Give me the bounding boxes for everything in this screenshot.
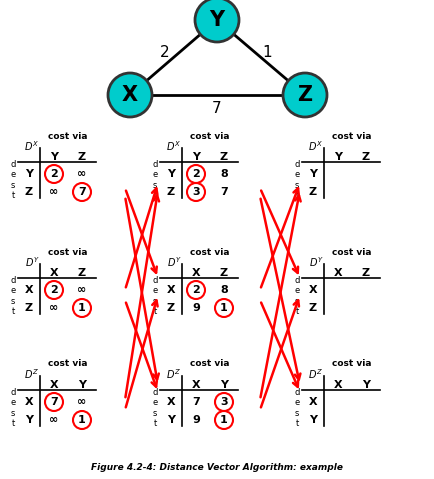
Text: Z: Z — [361, 268, 369, 278]
Text: Y: Y — [308, 169, 316, 179]
Text: ∞: ∞ — [77, 169, 86, 179]
Text: Y: Y — [25, 415, 33, 425]
Text: Y: Y — [167, 415, 174, 425]
Text: $D^{X}$: $D^{X}$ — [166, 139, 181, 153]
Text: 2: 2 — [160, 45, 169, 59]
Text: X: X — [25, 397, 33, 407]
Text: X: X — [49, 380, 58, 390]
Text: Y: Y — [50, 152, 58, 162]
Text: $D^{Y}$: $D^{Y}$ — [166, 255, 181, 269]
Circle shape — [283, 73, 326, 117]
Text: Z: Z — [25, 187, 33, 197]
Text: Z: Z — [220, 268, 227, 278]
Text: ∞: ∞ — [77, 397, 86, 407]
Text: ∞: ∞ — [49, 187, 59, 197]
Text: cost via: cost via — [48, 360, 88, 368]
Text: d
e
s
t: d e s t — [152, 276, 157, 316]
Text: Y: Y — [308, 415, 316, 425]
Text: cost via: cost via — [190, 360, 229, 368]
Text: $D^{Y}$: $D^{Y}$ — [25, 255, 39, 269]
Text: 1: 1 — [220, 303, 227, 313]
Text: cost via: cost via — [48, 132, 88, 140]
Text: Z: Z — [167, 303, 174, 313]
Text: X: X — [166, 285, 175, 295]
Text: 2: 2 — [192, 169, 199, 179]
Text: 3: 3 — [192, 187, 199, 197]
Text: X: X — [25, 285, 33, 295]
Text: Z: Z — [297, 85, 312, 105]
Text: 9: 9 — [192, 303, 200, 313]
Text: $D^{X}$: $D^{X}$ — [308, 139, 323, 153]
Text: $D^{Z}$: $D^{Z}$ — [166, 367, 181, 381]
Text: 9: 9 — [192, 415, 200, 425]
Text: 7: 7 — [78, 187, 85, 197]
Circle shape — [108, 73, 151, 117]
Text: cost via: cost via — [332, 248, 371, 256]
Text: d
e
s
t: d e s t — [10, 160, 16, 200]
Text: 3: 3 — [220, 397, 227, 407]
Text: X: X — [166, 397, 175, 407]
Text: X: X — [191, 268, 200, 278]
Text: X: X — [333, 380, 342, 390]
Text: d
e
s
t: d e s t — [10, 388, 16, 428]
Text: Z: Z — [308, 187, 316, 197]
Text: cost via: cost via — [48, 248, 88, 256]
Text: Y: Y — [209, 10, 224, 30]
Text: d
e
s
t: d e s t — [294, 388, 299, 428]
Text: Y: Y — [191, 152, 200, 162]
Circle shape — [194, 0, 238, 42]
Text: Y: Y — [25, 169, 33, 179]
Text: 1: 1 — [78, 303, 85, 313]
Text: ∞: ∞ — [49, 303, 59, 313]
Text: X: X — [308, 397, 316, 407]
Text: 2: 2 — [50, 169, 58, 179]
Text: 1: 1 — [262, 45, 271, 59]
Text: d
e
s
t: d e s t — [10, 276, 16, 316]
Text: 8: 8 — [220, 169, 227, 179]
Text: $D^{X}$: $D^{X}$ — [24, 139, 39, 153]
Text: Z: Z — [78, 268, 86, 278]
Text: 7: 7 — [50, 397, 58, 407]
Text: d
e
s
t: d e s t — [294, 160, 299, 200]
Text: 1: 1 — [78, 415, 85, 425]
Text: Z: Z — [78, 152, 86, 162]
Text: 7: 7 — [192, 397, 199, 407]
Text: Y: Y — [167, 169, 174, 179]
Text: d
e
s
t: d e s t — [294, 276, 299, 316]
Text: $D^{Z}$: $D^{Z}$ — [308, 367, 323, 381]
Text: $D^{Y}$: $D^{Y}$ — [308, 255, 322, 269]
Text: Z: Z — [25, 303, 33, 313]
Text: Y: Y — [333, 152, 341, 162]
Text: Z: Z — [167, 187, 174, 197]
Text: Figure 4.2-4: Distance Vector Algorithm: example: Figure 4.2-4: Distance Vector Algorithm:… — [91, 463, 342, 471]
Text: cost via: cost via — [332, 132, 371, 140]
Text: cost via: cost via — [190, 132, 229, 140]
Text: X: X — [49, 268, 58, 278]
Text: 7: 7 — [212, 101, 221, 115]
Text: X: X — [333, 268, 342, 278]
Text: d
e
s
t: d e s t — [152, 160, 157, 200]
Text: d
e
s
t: d e s t — [152, 388, 157, 428]
Text: X: X — [308, 285, 316, 295]
Text: 2: 2 — [192, 285, 199, 295]
Text: ∞: ∞ — [49, 415, 59, 425]
Text: Y: Y — [220, 380, 227, 390]
Text: Z: Z — [220, 152, 227, 162]
Text: Y: Y — [78, 380, 86, 390]
Text: X: X — [191, 380, 200, 390]
Text: Y: Y — [361, 380, 369, 390]
Text: 2: 2 — [50, 285, 58, 295]
Text: ∞: ∞ — [77, 285, 86, 295]
Text: cost via: cost via — [332, 360, 371, 368]
Text: X: X — [122, 85, 138, 105]
Text: 1: 1 — [220, 415, 227, 425]
Text: cost via: cost via — [190, 248, 229, 256]
Text: Z: Z — [308, 303, 316, 313]
Text: 7: 7 — [220, 187, 227, 197]
Text: 8: 8 — [220, 285, 227, 295]
Text: $D^{Z}$: $D^{Z}$ — [24, 367, 39, 381]
Text: Z: Z — [361, 152, 369, 162]
